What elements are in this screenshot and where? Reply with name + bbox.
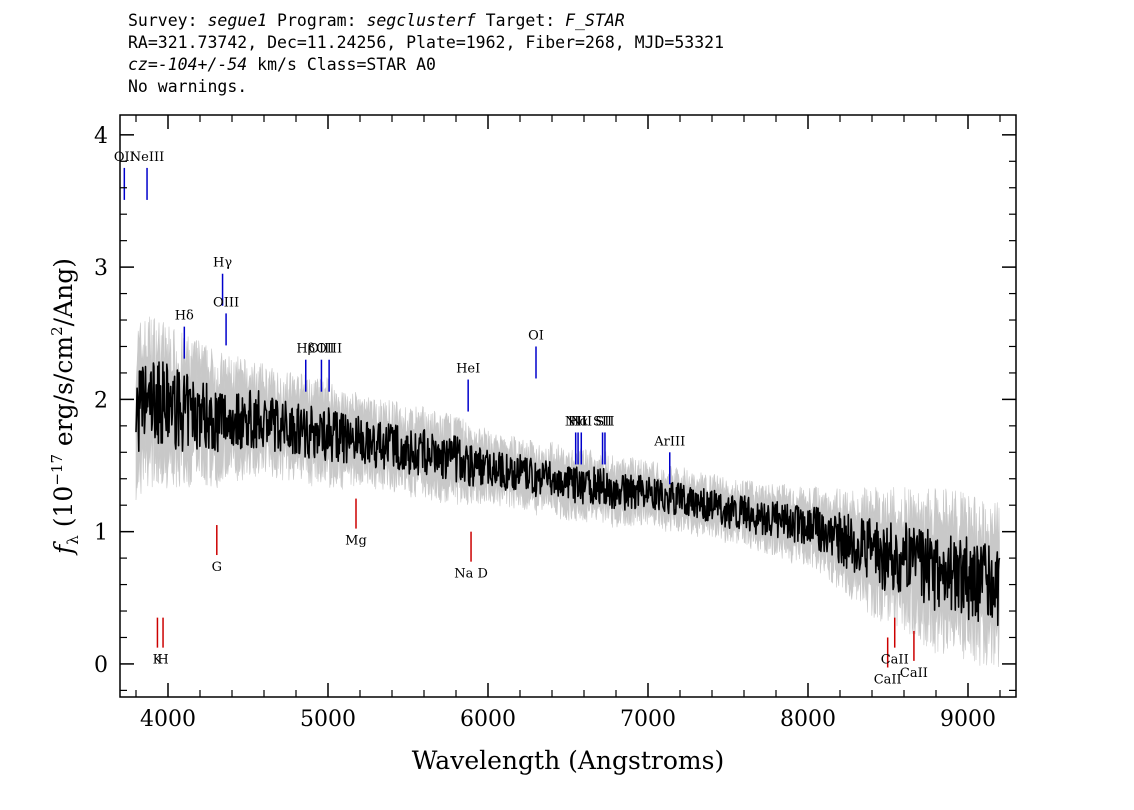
program-value: segclusterf [366,11,476,30]
emission-line-label-9: OI [528,328,544,343]
emission-line-label-15: ArIII [653,434,685,449]
emission-line-label-4: OIII [213,295,239,310]
target-value: F_STAR [565,11,625,30]
cz-label: cz= [128,55,158,74]
y-tick-label-3: 3 [94,256,108,281]
spectrum-header: Survey: segue1 Program: segclusterf Targ… [128,10,724,98]
x-tick-label-1: 5000 [300,707,356,732]
y-axis-post: /Ang) [49,258,78,326]
absorption-line-label-3: Mg [345,534,367,549]
emission-line-label-7: OIII [316,342,342,357]
y-axis-mid: erg/s/cm [49,336,78,454]
y-tick-label-2: 2 [94,388,108,413]
y-axis-title: fλ (10−17 erg/s/cm2/Ang) [48,258,82,556]
x-tick-label-2: 6000 [460,707,516,732]
program-label: Program: [267,11,367,30]
y-axis-pre: (10 [49,486,78,536]
y-tick-label-1: 1 [94,521,108,546]
emission-line-label-13: SII [593,414,612,429]
target-label: Target: [475,11,566,30]
class-text: km/s Class=STAR A0 [247,55,436,74]
y-axis-lambda: λ [64,535,82,545]
emission-line-label-1: NeIII [130,150,164,165]
y-axis-f: f [49,541,78,556]
absorption-line-label-2: G [212,560,222,575]
emission-line-label-2: Hδ [175,309,194,324]
y-tick-label-0: 0 [94,653,108,678]
x-tick-label-5: 9000 [940,707,996,732]
emission-line-label-0: OII [114,150,135,165]
x-tick-label-4: 8000 [780,707,836,732]
emission-line-label-10: NII [565,414,587,429]
ticks-layer: 4000 5000 6000 7000 8000 9000 0 1 2 3 4 [94,115,1016,732]
header-line-2: RA=321.73742, Dec=11.24256, Plate=1962, … [128,33,725,52]
header-line-3: cz=-104+/-54 km/s Class=STAR A0 [128,54,724,76]
absorption-line-label-7: CaII [900,666,928,681]
flux-line [135,361,1001,627]
absorption-line-label-5: CaII [874,672,902,687]
emission-line-label-6: OIII [308,342,334,357]
survey-label: Survey: [128,11,208,30]
emission-line-label-11: Hα [568,414,588,429]
y-axis-exp2: 2 [48,326,66,336]
x-tick-label-3: 7000 [620,707,676,732]
survey-value: segue1 [207,11,268,30]
absorption-line-label-6: CaII [881,653,909,668]
emission-line-label-8: HeI [456,362,480,377]
x-tick-label-0: 4000 [140,707,196,732]
emission-line-label-3: Hγ [213,256,232,271]
y-tick-label-4: 4 [94,124,108,149]
plot-frame [119,114,1017,698]
absorption-line-label-4: Na D [454,567,488,582]
absorption-line-label-1: H [157,653,168,668]
x-axis-title: Wavelength (Angstroms) [412,746,724,775]
y-axis-exp1: −17 [48,454,66,486]
emission-line-label-5: Hβ [296,342,315,357]
header-line-4: No warnings. [128,77,248,96]
emission-line-label-14: SII [595,414,614,429]
cz-value: -104+/-54 [157,55,248,74]
flux-layer [135,361,1001,627]
emission-line-label-12: NII [570,414,592,429]
header-line-1: Survey: segue1 Program: segclusterf Targ… [128,10,724,32]
absorption-line-label-0: K [153,653,163,668]
